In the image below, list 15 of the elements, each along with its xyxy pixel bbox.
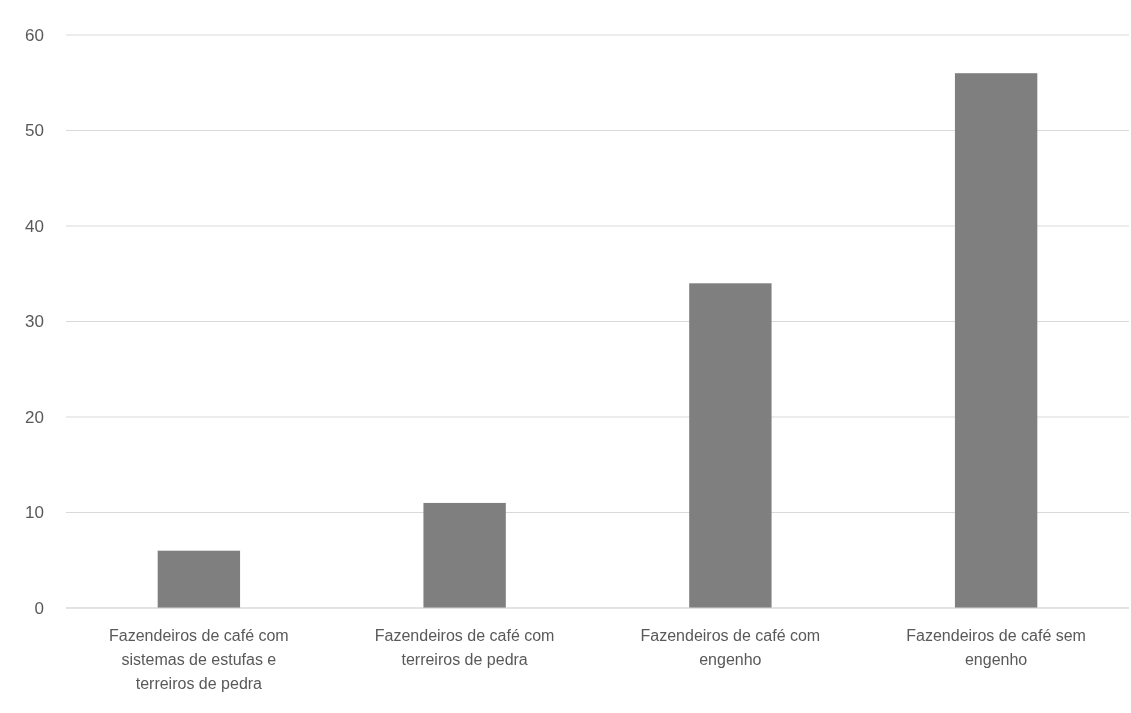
x-tick-label: Fazendeiros de café com engenho bbox=[640, 627, 821, 668]
bar bbox=[423, 502, 506, 608]
x-tick-label: Fazendeiros de café sem engenho bbox=[906, 627, 1086, 668]
y-tick-label: 40 bbox=[25, 216, 44, 236]
y-tick-label: 10 bbox=[25, 503, 44, 523]
bar bbox=[954, 73, 1038, 608]
y-tick-label: 60 bbox=[25, 25, 44, 45]
bar bbox=[157, 550, 241, 608]
y-tick-label: 0 bbox=[34, 598, 44, 618]
y-tick-label: 30 bbox=[25, 312, 44, 332]
bar bbox=[689, 283, 772, 608]
x-tick-label: Fazendeiros de café com sistemas de estufas e terreiros de pedra bbox=[109, 627, 289, 692]
y-tick-label: 20 bbox=[25, 407, 44, 427]
y-tick-label: 50 bbox=[25, 121, 44, 141]
x-tick-label: Fazendeiros de café com terreiros de pedra bbox=[374, 627, 555, 668]
